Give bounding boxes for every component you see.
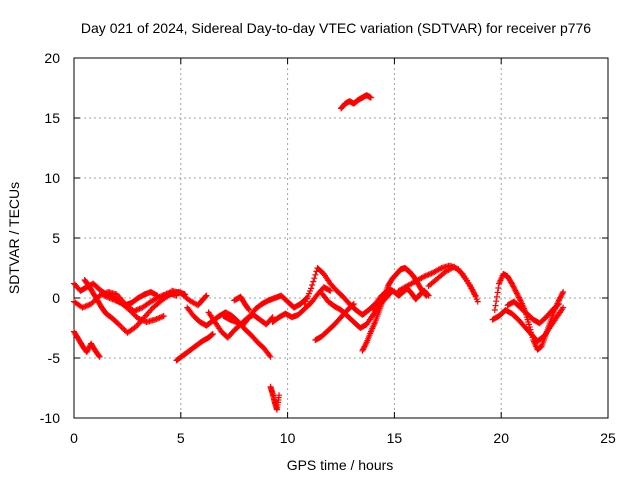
y-axis-label: SDTVAR / TECUs (6, 182, 22, 294)
data-points (71, 92, 567, 413)
grid-lines (74, 58, 608, 418)
y-tick-label: -10 (40, 410, 60, 426)
data-point-marker (554, 302, 561, 308)
data-point-marker (493, 293, 500, 300)
data-point-marker (424, 291, 431, 298)
data-point-marker (209, 331, 216, 337)
series-sat-g (173, 331, 216, 364)
data-point-marker (130, 311, 137, 318)
y-tick-label: 0 (52, 290, 60, 306)
series-sat-k (231, 293, 253, 313)
data-point-marker (132, 312, 139, 319)
data-point-marker (311, 275, 318, 282)
x-tick-label: 5 (177, 430, 185, 446)
series-sat-m (269, 284, 334, 325)
y-tick-label: 15 (44, 110, 60, 126)
data-point-marker (310, 278, 317, 285)
x-tick-labels: 0 5 10 15 20 25 (70, 430, 616, 446)
y-tick-label: 5 (52, 230, 60, 246)
data-point-marker (474, 298, 481, 305)
data-point-marker (267, 353, 274, 360)
series-sat-s (370, 285, 432, 313)
series-sat-x (504, 298, 562, 327)
series-sat-h (184, 304, 274, 360)
series-sat-w (489, 304, 567, 345)
series-sat-e (100, 292, 167, 325)
x-tick-label: 20 (493, 430, 509, 446)
data-point-marker (203, 292, 210, 299)
data-point-marker (492, 302, 499, 309)
chart-title: Day 021 of 2024, Sidereal Day-to-day VTE… (81, 20, 591, 36)
data-point-marker (493, 298, 500, 305)
data-point-marker (96, 353, 103, 360)
x-tick-label: 0 (70, 430, 78, 446)
y-tick-label: 10 (44, 170, 60, 186)
x-axis-label: GPS time / hours (287, 457, 394, 473)
y-tick-label: 20 (44, 50, 60, 66)
data-point-marker (160, 313, 167, 319)
data-point-marker (276, 392, 283, 399)
series-sat-d (81, 277, 189, 336)
data-point-marker (309, 282, 316, 288)
data-point-marker (118, 324, 125, 331)
series-sat-o (312, 301, 357, 343)
data-point-marker (308, 285, 315, 292)
data-point-marker (95, 352, 102, 359)
y-tick-label: -5 (48, 350, 61, 366)
data-point-marker (494, 289, 501, 296)
data-point-marker (367, 94, 374, 101)
data-point-marker (312, 271, 319, 278)
x-tick-label: 10 (280, 430, 296, 446)
data-point-marker (495, 285, 502, 291)
data-point-marker (491, 307, 498, 313)
series-sat-c (71, 328, 103, 360)
data-point-marker (327, 287, 334, 294)
series-sat-q (338, 92, 374, 112)
data-point-marker (202, 293, 209, 300)
data-point-marker (350, 301, 357, 307)
data-point-marker (555, 301, 562, 307)
x-tick-label: 25 (600, 430, 616, 446)
data-point-marker (425, 292, 432, 299)
series-sat-u (425, 263, 481, 305)
series-sat-l (267, 383, 283, 413)
data-point-marker (560, 304, 567, 311)
data-point-marker (246, 307, 253, 313)
data-point-marker (560, 289, 567, 295)
data-point-marker (120, 325, 127, 332)
data-point-marker (349, 302, 356, 308)
data-point-marker (245, 306, 252, 312)
series-sat-f (160, 287, 210, 309)
plot-frame (73, 57, 609, 419)
x-tick-label: 15 (387, 430, 403, 446)
y-tick-labels: -10 -5 0 5 10 15 20 (40, 50, 60, 426)
